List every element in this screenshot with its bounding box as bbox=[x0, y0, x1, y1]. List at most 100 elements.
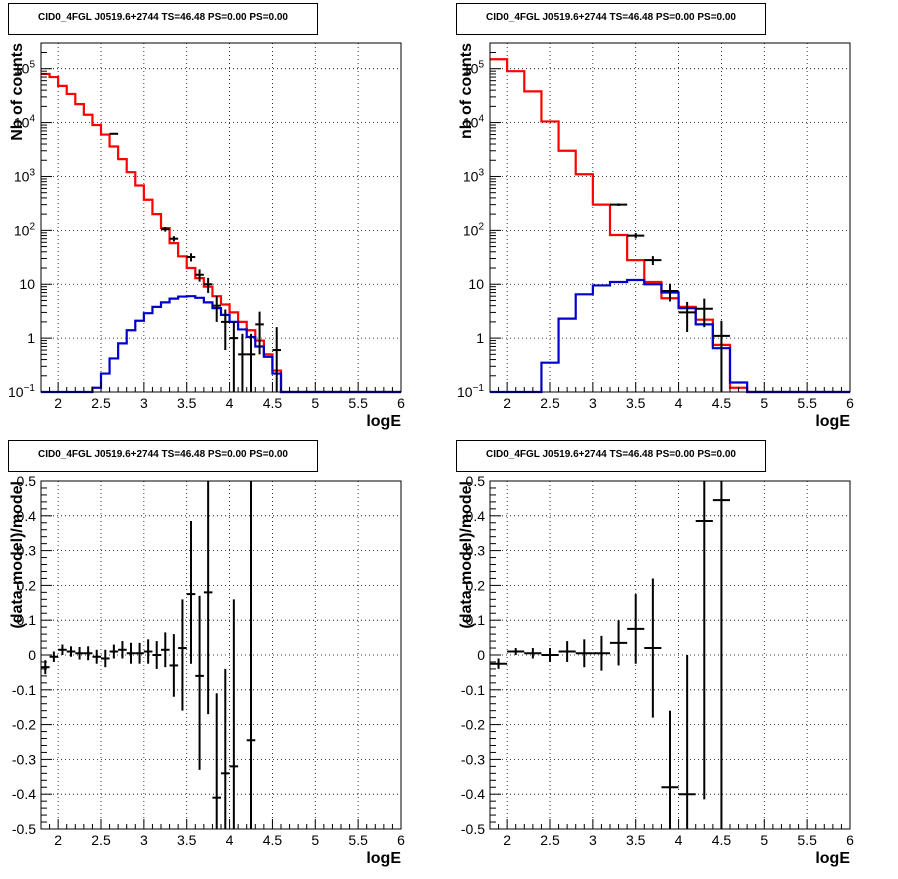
data-point bbox=[695, 298, 713, 328]
y-tick-label: 102 bbox=[463, 221, 485, 238]
x-tick-label: 6 bbox=[846, 395, 854, 411]
x-tick-label: 3.5 bbox=[626, 832, 646, 848]
y-tick-label: 0 bbox=[477, 647, 485, 663]
data-point bbox=[246, 333, 256, 392]
x-tick-label: 3 bbox=[140, 395, 148, 411]
x-tick-label: 4 bbox=[675, 832, 683, 848]
x-tick-label: 4.5 bbox=[263, 832, 283, 848]
x-tick-label: 2.5 bbox=[91, 395, 111, 411]
chart-title: CID0_4FGL J0519.6+2744 TS=46.48 PS=0.00 … bbox=[8, 440, 318, 472]
x-tick-label: 4 bbox=[226, 395, 234, 411]
data-point bbox=[661, 710, 679, 829]
y-axis-label: (data-model)/model bbox=[458, 481, 475, 629]
chart-title: CID0_4FGL J0519.6+2744 TS=46.48 PS=0.00 … bbox=[8, 3, 318, 35]
x-tick-label: 3 bbox=[589, 832, 597, 848]
x-axis-label: logE bbox=[815, 850, 850, 867]
x-tick-label: 5.5 bbox=[797, 832, 817, 848]
y-tick-label: 1 bbox=[27, 330, 35, 346]
y-tick-label: 10 bbox=[19, 276, 35, 292]
data-point bbox=[101, 649, 110, 668]
y-tick-label: 0.3 bbox=[466, 543, 486, 559]
y-tick-label: -0.4 bbox=[461, 786, 485, 802]
y-axis: 10−1 1 10 102 103 104 105 bbox=[8, 42, 52, 400]
x-tick-label: 2 bbox=[503, 395, 511, 411]
x-tick-label: 5.5 bbox=[348, 395, 368, 411]
y-tick-label: 103 bbox=[14, 167, 36, 184]
data-point bbox=[678, 301, 696, 332]
x-axis-label: logE bbox=[815, 413, 850, 430]
plot-svg: 2 2.5 3 3.5 4 4.5 5 5.5 6 -0.5 -0.4 -0.3 -0.2 -0.1 0 0.… bbox=[458, 473, 854, 867]
y-tick-label: 0.1 bbox=[17, 612, 37, 628]
y-axis-label: Nb of counts bbox=[9, 43, 26, 141]
data-point bbox=[161, 227, 170, 232]
plot-svg: 2 2.5 3 3.5 4 4.5 5 5.5 6 10−1 1 10 102 103 104 105 logE… bbox=[8, 42, 405, 430]
data-point bbox=[644, 578, 662, 718]
data-point bbox=[83, 646, 93, 661]
x-tick-label: 6 bbox=[846, 832, 854, 848]
x-tick-label: 3.5 bbox=[177, 395, 197, 411]
data-point bbox=[118, 641, 127, 659]
x-axis-label: logE bbox=[366, 413, 401, 430]
grid bbox=[490, 43, 850, 392]
data-point bbox=[644, 256, 662, 266]
y-tick-label: -0.3 bbox=[461, 751, 485, 767]
x-tick-label: 4.5 bbox=[712, 832, 732, 848]
y-tick-label: -0.1 bbox=[12, 682, 36, 698]
y-axis: 10−1 1 10 102 103 104 105 bbox=[457, 42, 501, 400]
y-tick-label: 0.4 bbox=[466, 508, 486, 524]
x-tick-label: 3 bbox=[589, 395, 597, 411]
counts-plot-pad-right: 2 2.5 3 3.5 4 4.5 5 5.5 6 10−1 1 10 102 103 104 105 logE… bbox=[449, 0, 898, 437]
data-point bbox=[221, 309, 230, 351]
data-point bbox=[186, 253, 196, 262]
x-tick-label: 4 bbox=[675, 395, 683, 411]
y-axis: -0.5 -0.4 -0.3 -0.2 -0.1 0 0.1 0.2 0.3 0.4 0.5 bbox=[461, 473, 501, 837]
data-point bbox=[75, 646, 84, 660]
data-point bbox=[255, 311, 264, 355]
data-point bbox=[58, 644, 67, 655]
plot-frame bbox=[40, 42, 402, 393]
data-point bbox=[627, 233, 645, 239]
data-point bbox=[195, 269, 204, 282]
y-tick-label: 10−1 bbox=[8, 383, 35, 400]
chart-title: CID0_4FGL J0519.6+2744 TS=46.48 PS=0.00 … bbox=[456, 440, 766, 472]
data-point bbox=[712, 320, 730, 392]
data-point bbox=[49, 651, 59, 662]
x-tick-label: 3.5 bbox=[626, 395, 646, 411]
grid bbox=[41, 481, 401, 829]
data-point bbox=[678, 655, 696, 829]
y-tick-label: -0.2 bbox=[12, 717, 36, 733]
x-tick-label: 2 bbox=[54, 832, 62, 848]
y-tick-label: 103 bbox=[463, 167, 485, 184]
chart-title: CID0_4FGL J0519.6+2744 TS=46.48 PS=0.00 … bbox=[456, 3, 766, 35]
plot-svg: 2 2.5 3 3.5 4 4.5 5 5.5 6 10−1 1 10 102 103 104 105 logE… bbox=[457, 42, 854, 430]
data-point bbox=[178, 599, 187, 711]
y-tick-label: 10 bbox=[468, 276, 484, 292]
data-point bbox=[109, 644, 119, 659]
y-axis-label: (data-model)/model bbox=[9, 481, 26, 629]
data-point bbox=[507, 648, 525, 655]
data-point bbox=[152, 641, 161, 669]
data-point bbox=[541, 648, 559, 662]
y-tick-label: 105 bbox=[463, 60, 485, 77]
x-tick-label: 3 bbox=[140, 832, 148, 848]
data-point bbox=[712, 481, 730, 829]
data-point bbox=[524, 648, 542, 659]
residual-plot-pad-left: 2 2.5 3 3.5 4 4.5 5 5.5 6 -0.5 -0.4 -0.3 -0.2 -0.1 0 0.… bbox=[0, 437, 449, 874]
data-point bbox=[169, 236, 179, 242]
data-point bbox=[610, 203, 628, 207]
x-tick-label: 6 bbox=[397, 395, 405, 411]
data-point bbox=[126, 642, 136, 664]
x-tick-label: 2 bbox=[54, 395, 62, 411]
data-point bbox=[575, 639, 593, 668]
data-point bbox=[490, 658, 508, 669]
data-point bbox=[135, 642, 144, 664]
y-axis-label: nb of counts bbox=[458, 43, 475, 139]
x-tick-label: 5 bbox=[311, 395, 319, 411]
y-tick-label: 10−1 bbox=[457, 383, 484, 400]
plot-frame bbox=[489, 42, 851, 393]
x-tick-label: 5.5 bbox=[797, 395, 817, 411]
data-point bbox=[169, 634, 179, 697]
data-point bbox=[229, 599, 239, 829]
y-tick-label: -0.4 bbox=[12, 786, 36, 802]
